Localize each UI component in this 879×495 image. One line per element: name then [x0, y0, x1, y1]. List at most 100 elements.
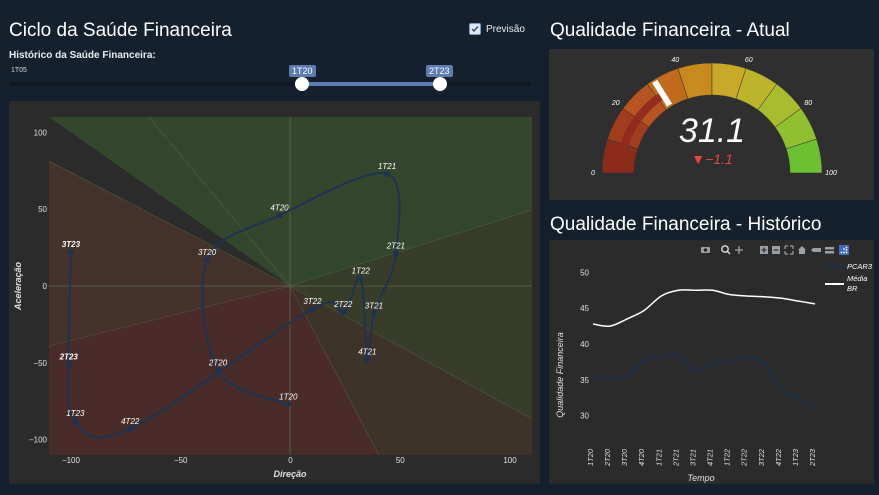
gauge-threshold-marker	[652, 79, 673, 107]
cycle-point[interactable]	[340, 309, 347, 316]
history-xtick: 2T23	[808, 448, 817, 467]
history-chart[interactable]: PCAR3 Média BR 50 45 40 35 30 1T20 2T20 3T20 4T20…	[549, 240, 874, 484]
history-xtick: 1T21	[654, 449, 663, 466]
legend-item-pcar3[interactable]: PCAR3	[825, 262, 873, 271]
forecast-checkbox[interactable]	[469, 23, 481, 35]
gauge-tick: 0	[591, 170, 595, 177]
cycle-point-label: 2T22	[333, 300, 353, 309]
cycle-point-label: 2T23	[59, 352, 79, 361]
cycle-ylabel: Aceleração	[13, 261, 23, 311]
cycle-point[interactable]	[127, 425, 134, 432]
cycle-point-label: 4T21	[358, 348, 376, 357]
zoom-out-icon[interactable]	[772, 246, 780, 254]
series-line-pcar3[interactable]	[592, 353, 816, 409]
history-xtick: 3T20	[620, 448, 629, 466]
cycle-point-label: 2T20	[208, 359, 228, 368]
zoom-icon[interactable]	[721, 245, 731, 255]
plotly-logo-icon[interactable]	[839, 245, 849, 255]
cycle-point-label: 3T20	[198, 248, 217, 257]
history-title: Qualidade Financeira - Histórico	[550, 214, 822, 235]
decline-zone	[49, 286, 379, 455]
cycle-point[interactable]	[392, 250, 399, 257]
cycle-ytick: −50	[33, 359, 47, 368]
cycle-point-label: 1T21	[378, 162, 396, 171]
legend-item-media[interactable]: Média BR	[825, 274, 867, 293]
history-xtick: 2T20	[603, 448, 612, 467]
cycle-point[interactable]	[72, 418, 79, 425]
legend: PCAR3 Média BR	[825, 262, 873, 293]
cycle-panel: 1T20 2T20 3T20 4T20 1T21 2T21 3T21 4T21 1T22 2T22…	[9, 101, 540, 484]
cycle-point[interactable]	[357, 275, 364, 282]
cycle-point[interactable]	[285, 401, 292, 408]
gauge-tick: 20	[611, 100, 620, 107]
history-xtick: 1T20	[586, 448, 595, 466]
pan-icon[interactable]	[735, 246, 743, 254]
series-line-media[interactable]	[592, 289, 816, 327]
autoscale-icon[interactable]	[784, 245, 794, 255]
history-panel: PCAR3 Média BR 50 45 40 35 30 1T20 2T20 3T20 4T20…	[549, 240, 874, 484]
gauge-band	[785, 138, 823, 174]
warning-zone	[290, 286, 532, 455]
cycle-point-label: 2T21	[386, 242, 405, 251]
history-ytick: 40	[580, 340, 589, 349]
gauge-tick: 60	[745, 57, 753, 64]
page-title: Ciclo da Saúde Financeira	[9, 20, 232, 41]
cycle-point[interactable]	[204, 256, 211, 263]
cycle-xtick: 0	[288, 456, 293, 465]
history-xtick: 2T21	[671, 449, 680, 467]
gauge-delta: ▼−1.1	[691, 151, 733, 167]
cycle-point[interactable]	[309, 306, 316, 313]
forecast-label: Previsão	[486, 23, 525, 35]
gauge-title: Qualidade Financeira - Atual	[550, 20, 790, 41]
history-ytick: 30	[580, 412, 589, 421]
history-xtick: 4T20	[637, 448, 646, 466]
cycle-point[interactable]	[364, 356, 371, 363]
gauge-value-bar	[616, 93, 663, 173]
cycle-point-label: 1T20	[279, 392, 298, 401]
gauge-tick: 100	[825, 170, 837, 177]
cycle-xtick: −100	[62, 456, 81, 465]
gauge-panel: 0 20 40 60 80 100 31.1 ▼−1.1	[549, 49, 874, 200]
cycle-xlabel: Direção	[273, 469, 307, 479]
slider-start-handle[interactable]	[295, 77, 309, 91]
cycle-point-label: 4T22	[121, 417, 140, 426]
cycle-point[interactable]	[370, 310, 377, 317]
history-ytick: 45	[580, 304, 589, 313]
recovery-zone	[49, 161, 290, 346]
cycle-point-label: 1T22	[352, 266, 371, 275]
slider-min-label: 1T05	[11, 67, 27, 74]
gauge-tick: 80	[804, 100, 812, 107]
history-label: Histórico da Saúde Financeira:	[9, 50, 156, 61]
history-xtick: 1T23	[791, 448, 800, 466]
cycle-point[interactable]	[215, 367, 222, 374]
slider-start-tooltip: 1T20	[289, 65, 316, 77]
modebar	[701, 245, 849, 255]
history-xtick: 3T21	[688, 449, 697, 466]
home-icon[interactable]	[798, 246, 806, 254]
cycle-ytick: 100	[34, 128, 48, 137]
history-xtick: 4T22	[774, 448, 783, 466]
gauge-chart: 0 20 40 60 80 100 31.1 ▼−1.1	[591, 57, 837, 177]
gauge-value: 31.1	[679, 112, 745, 150]
checkmark-icon	[471, 26, 479, 33]
forecast-toggle[interactable]: Previsão	[469, 23, 525, 35]
cycle-point-label: 3T23	[62, 240, 81, 249]
camera-icon[interactable]	[701, 247, 710, 253]
hover-compare-icon[interactable]	[825, 247, 834, 254]
slider-selected-range	[302, 82, 440, 86]
cycle-ytick: −100	[29, 436, 48, 445]
history-ylabel: Qualidade Financeira	[555, 332, 565, 418]
cycle-point[interactable]	[276, 212, 283, 219]
slider-track[interactable]	[10, 82, 530, 86]
stable-zone	[290, 210, 532, 419]
cycle-ytick: 0	[43, 282, 48, 291]
slider-end-handle[interactable]	[433, 77, 447, 91]
cycle-point[interactable]	[67, 249, 74, 256]
cycle-point[interactable]	[384, 170, 391, 177]
cycle-chart[interactable]: 1T20 2T20 3T20 4T20 1T21 2T21 3T21 4T21 1T22 2T22…	[9, 101, 540, 484]
zoom-in-icon[interactable]	[760, 246, 768, 254]
spike-lines-icon[interactable]	[811, 248, 821, 252]
cycle-point[interactable]	[65, 361, 72, 368]
history-xtick: 3T22	[757, 448, 766, 466]
cycle-ytick: 50	[38, 205, 47, 214]
